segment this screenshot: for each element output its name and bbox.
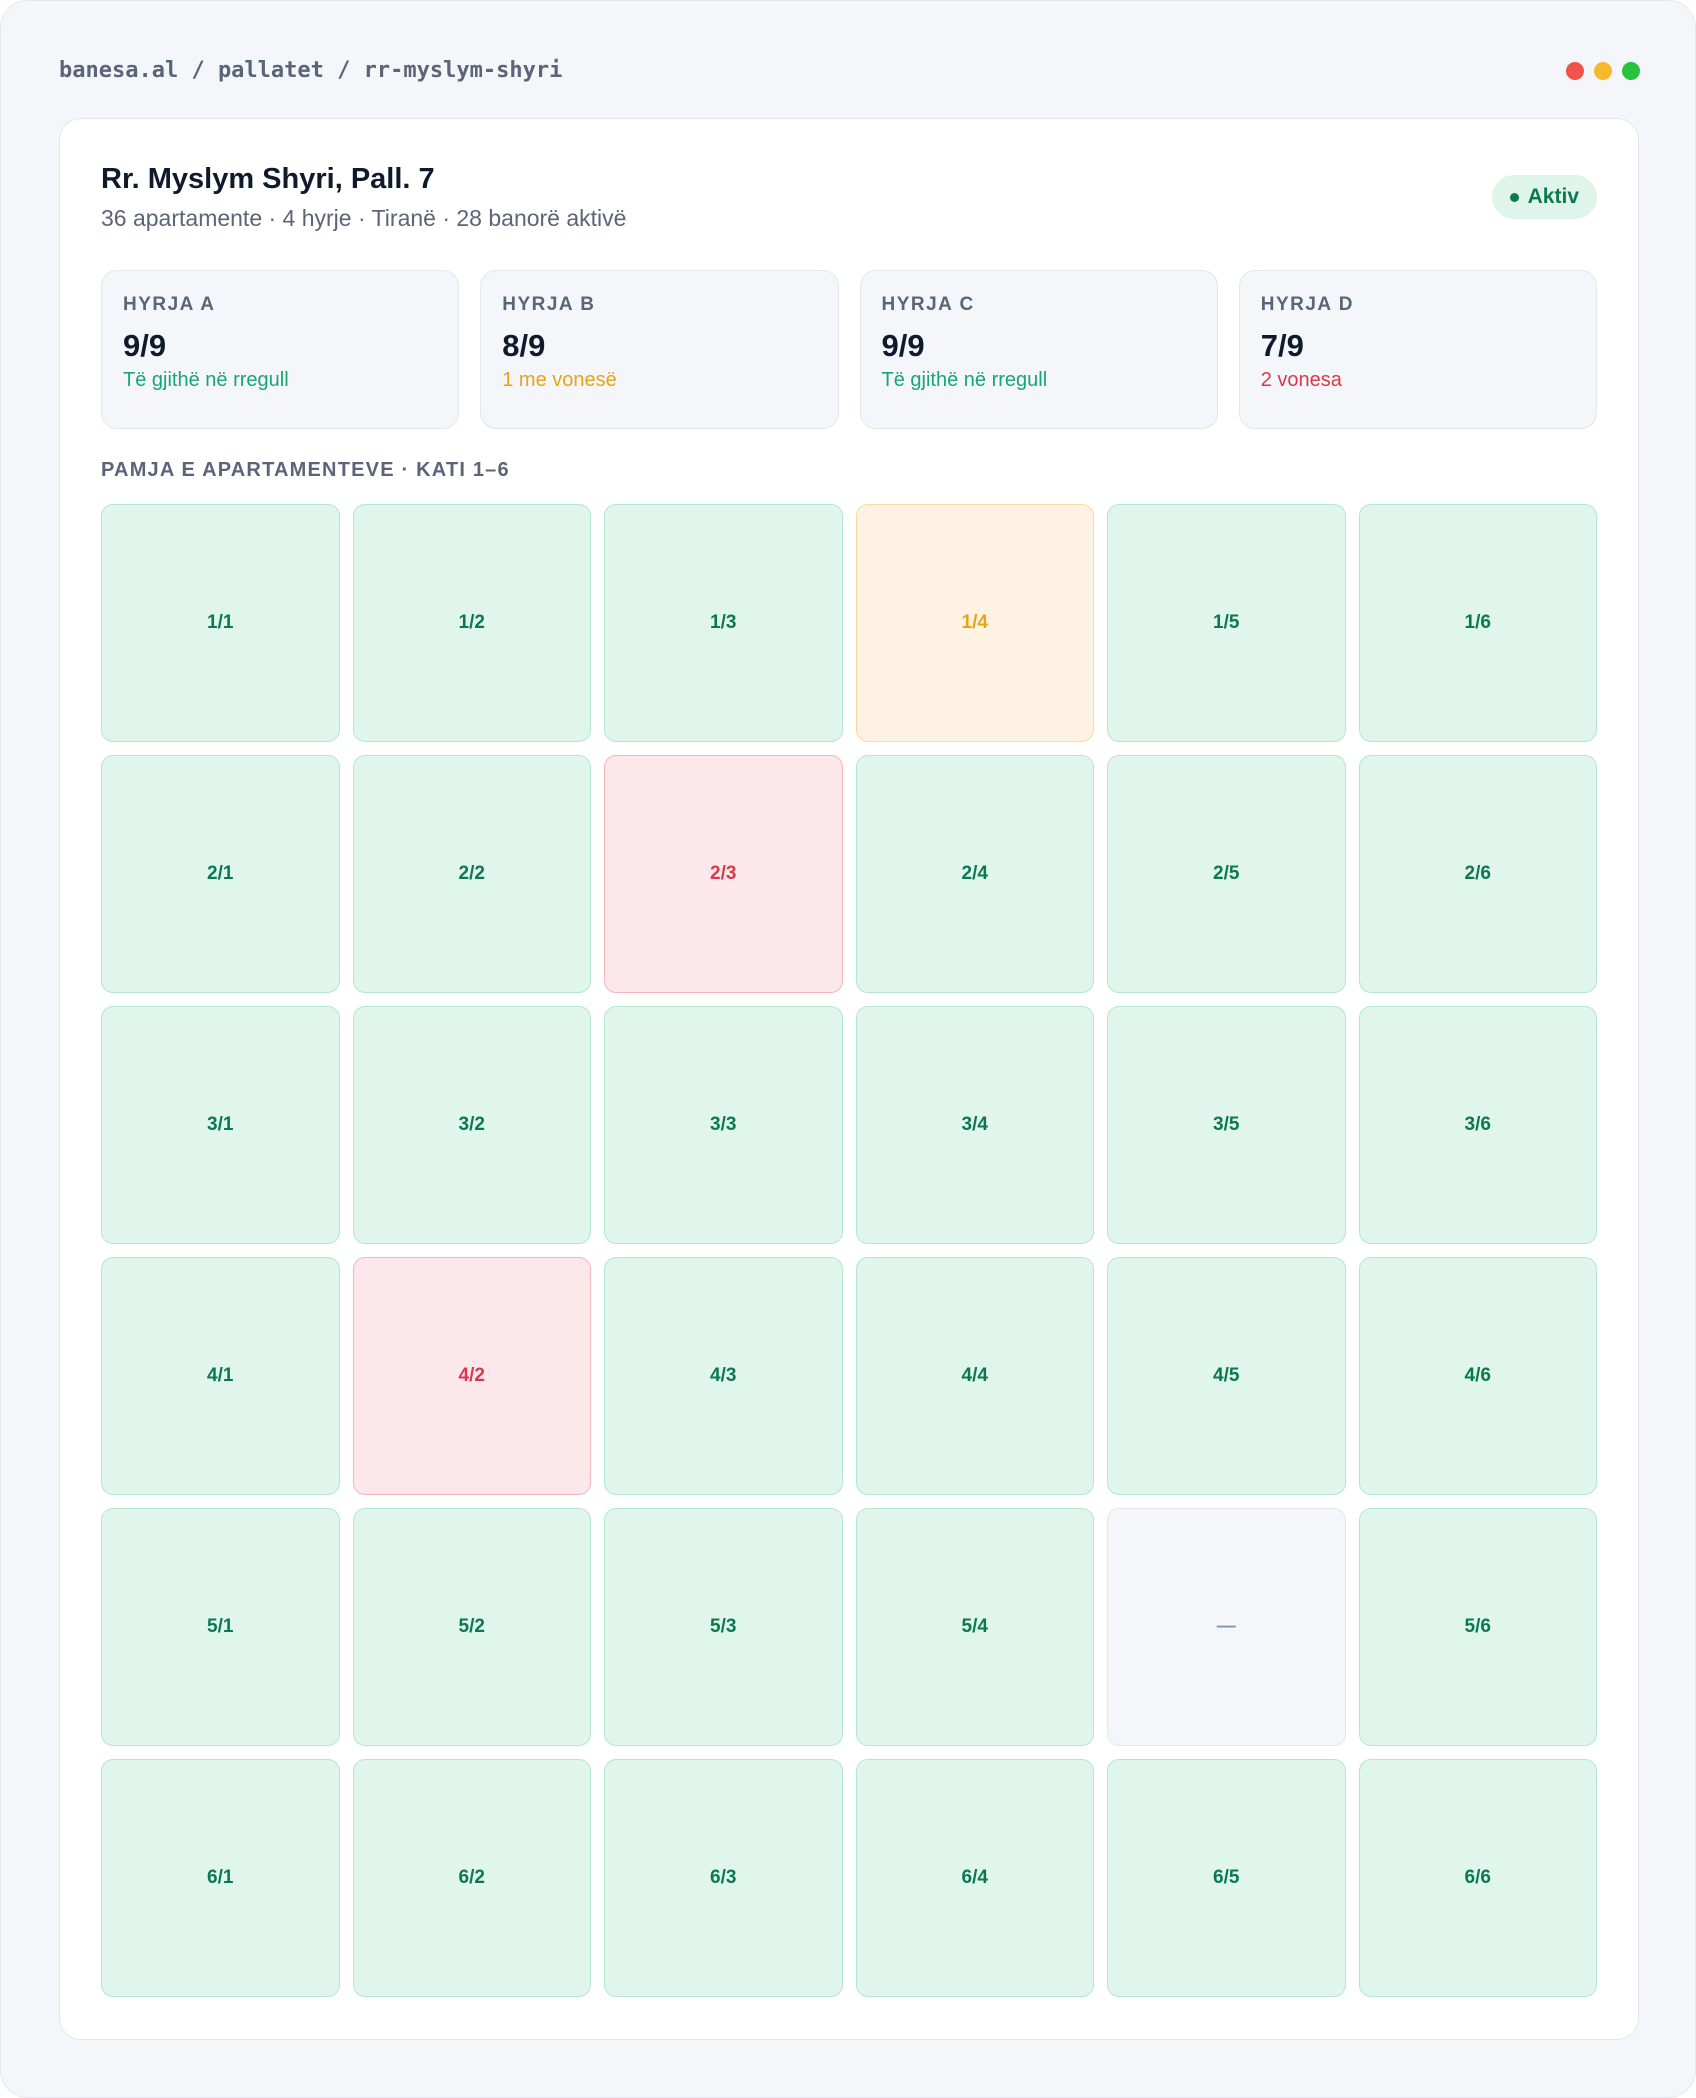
apartment-tile[interactable]: 6/4 <box>855 1759 1094 1997</box>
apartment-tile[interactable]: 4/3 <box>604 1257 843 1495</box>
apartment-tile[interactable]: 6/3 <box>604 1759 843 1997</box>
apartment-tile[interactable]: 3/5 <box>1107 1006 1346 1244</box>
entrance-label: HYRJA A <box>123 294 216 315</box>
apartment-tile[interactable]: 4/2 <box>352 1257 591 1495</box>
entrance-value: 8/9 <box>502 328 546 363</box>
apartment-tile[interactable]: 1/4 <box>855 504 1094 742</box>
entrance-label: HYRJA B <box>502 294 596 315</box>
apartment-tile[interactable]: 4/1 <box>101 1257 340 1495</box>
apartment-tile[interactable]: 1/6 <box>1358 504 1597 742</box>
entrance-note: Të gjithë në rregull <box>881 369 1048 391</box>
apartment-tile[interactable]: 2/3 <box>604 755 843 993</box>
apartment-tile[interactable]: 6/2 <box>352 1759 591 1997</box>
building-card: Rr. Myslym Shyri, Pall. 7 36 apartamente… <box>59 118 1639 2040</box>
apartment-tile[interactable]: 3/1 <box>101 1006 340 1244</box>
apartment-tile[interactable]: 6/6 <box>1358 1759 1597 1997</box>
apartment-tile[interactable]: — <box>1107 1508 1346 1746</box>
apartment-tile[interactable]: 1/2 <box>352 504 591 742</box>
window-dot <box>1594 62 1612 80</box>
breadcrumb: banesa.al / pallatet / rr-myslym-shyri <box>59 58 563 83</box>
apartment-tile[interactable]: 6/1 <box>101 1759 340 1997</box>
entrance-value: 9/9 <box>881 328 925 363</box>
apartment-tile[interactable]: 5/6 <box>1358 1508 1597 1746</box>
badge-dot <box>1509 193 1519 202</box>
apartment-tile[interactable]: 1/1 <box>101 504 340 742</box>
apartment-tile[interactable]: 3/6 <box>1358 1006 1597 1244</box>
apartment-tile[interactable]: 3/3 <box>604 1006 843 1244</box>
title: Rr. Myslym Shyri, Pall. 7 <box>101 163 435 195</box>
apartment-tile[interactable]: 5/1 <box>101 1508 340 1746</box>
apartment-tile[interactable]: 4/4 <box>855 1257 1094 1495</box>
entrance-label: HYRJA C <box>881 294 975 315</box>
apartment-tile[interactable]: 6/5 <box>1107 1759 1346 1997</box>
entrance-card: HYRJA C 9/9 Të gjithë në rregull <box>859 270 1218 429</box>
apartment-tile[interactable]: 5/3 <box>604 1508 843 1746</box>
entrance-card: HYRJA A 9/9 Të gjithë në rregull <box>101 270 460 429</box>
apartment-tile[interactable]: 3/2 <box>352 1006 591 1244</box>
entrance-value: 9/9 <box>123 328 167 363</box>
header: Rr. Myslym Shyri, Pall. 7 36 apartamente… <box>101 161 1597 247</box>
window-dot <box>1566 62 1584 80</box>
apartment-tile[interactable]: 1/3 <box>604 504 843 742</box>
apartment-tile[interactable]: 2/5 <box>1107 755 1346 993</box>
entrance-card: HYRJA B 8/9 1 me vonesë <box>480 270 839 429</box>
apartment-grid: 1/1 1/2 1/3 1/4 1/5 1/6 2/1 2/2 2/3 2/4 2/5 2/6 3/1 3… <box>101 504 1597 1997</box>
apartment-tile[interactable]: 2/2 <box>352 755 591 993</box>
apartment-tile[interactable]: 5/4 <box>855 1508 1094 1746</box>
entrance-value: 7/9 <box>1260 328 1304 363</box>
section-label: PAMJA E APARTAMENTEVE · KATI 1–6 <box>101 459 510 481</box>
entrance-label: HYRJA D <box>1260 294 1354 315</box>
entrance-stats: HYRJA A 9/9 Të gjithë në rregull HYRJA B 8/9… <box>101 270 1597 429</box>
subtitle: 36 apartamente · 4 hyrje · Tiranë · 28 b… <box>101 205 627 231</box>
apartment-tile[interactable]: 3/4 <box>855 1006 1094 1244</box>
badge-text: Aktiv <box>1527 185 1579 208</box>
entrance-card: HYRJA D 7/9 2 vonesa <box>1238 270 1597 429</box>
apartment-tile[interactable]: 1/5 <box>1107 504 1346 742</box>
apartment-tile[interactable]: 4/6 <box>1358 1257 1597 1495</box>
apartment-tile[interactable]: 2/4 <box>855 755 1094 993</box>
apartment-tile[interactable]: 5/2 <box>352 1508 591 1746</box>
apartment-tile[interactable]: 4/5 <box>1107 1257 1346 1495</box>
entrance-note: 1 me vonesë <box>502 369 617 391</box>
entrance-note: Të gjithë në rregull <box>123 369 289 391</box>
window-dot <box>1622 62 1640 80</box>
apartment-tile[interactable]: 2/1 <box>101 755 340 993</box>
status-badge: Aktiv <box>1491 175 1597 219</box>
apartment-tile[interactable]: 2/6 <box>1358 755 1597 993</box>
entrance-note: 2 vonesa <box>1260 369 1342 391</box>
